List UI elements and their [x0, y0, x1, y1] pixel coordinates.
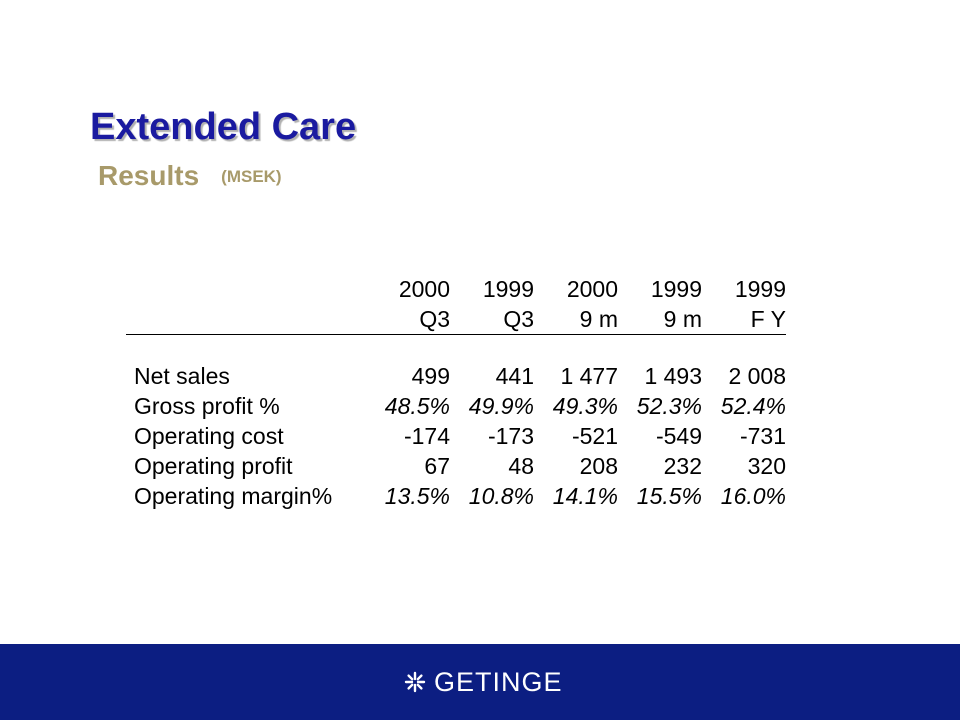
header-period: F Y	[702, 304, 786, 335]
cell-value: 48	[508, 453, 534, 479]
cell-value: 10.8%	[468, 483, 534, 509]
table-row-operating-profit: Operating profit 67 48 208 232 320	[126, 451, 786, 481]
row-label: Operating cost	[134, 423, 284, 449]
table-row-operating-cost: Operating cost -174 -173 -521 -549 -731	[126, 421, 786, 451]
cell-value: 1 493	[644, 363, 702, 389]
cell-value: 52.4%	[720, 393, 786, 419]
cell-value: 49.3%	[552, 393, 618, 419]
header-year: 1999	[734, 276, 786, 302]
cell-value: -174	[403, 423, 450, 449]
cell-value: 16.0%	[720, 483, 786, 509]
cell-value: 441	[495, 363, 534, 389]
cell-value: 208	[579, 453, 618, 479]
cell-value: -521	[571, 423, 618, 449]
header-period: Q3	[366, 304, 450, 335]
logo-text: GETINGE	[434, 666, 563, 697]
cell-value: 67	[424, 453, 450, 479]
cell-value: 2 008	[728, 363, 786, 389]
cell-value: 14.1%	[552, 483, 618, 509]
spacer-row	[126, 335, 786, 362]
cell-value: -731	[739, 423, 786, 449]
header-period: Q3	[450, 304, 534, 335]
table-row-gross-profit: Gross profit % 48.5% 49.9% 49.3% 52.3% 5…	[126, 391, 786, 421]
getinge-star-icon	[404, 671, 426, 693]
getinge-logo: GETINGE	[404, 666, 563, 698]
header-blank	[126, 304, 366, 335]
cell-value: 48.5%	[384, 393, 450, 419]
header-period: 9 m	[534, 304, 618, 335]
cell-value: 1 477	[560, 363, 618, 389]
row-label: Operating profit	[134, 453, 293, 479]
footer-bar: GETINGE	[0, 644, 960, 720]
results-table: 2000 1999 2000 1999 1999 Q3 Q3 9 m 9 m F…	[126, 274, 786, 511]
slide-title: Extended Care	[90, 106, 357, 148]
header-year: 1999	[650, 276, 702, 302]
table-row-operating-margin: Operating margin% 13.5% 10.8% 14.1% 15.5…	[126, 481, 786, 511]
header-year: 2000	[398, 276, 450, 302]
row-label: Gross profit %	[134, 393, 280, 419]
subtitle-text: Results	[98, 160, 200, 191]
header-row-years: 2000 1999 2000 1999 1999	[126, 274, 786, 304]
row-label: Operating margin%	[134, 483, 333, 509]
cell-value: -549	[655, 423, 702, 449]
row-label: Net sales	[134, 363, 230, 389]
header-year: 2000	[566, 276, 618, 302]
header-period: 9 m	[618, 304, 702, 335]
slide-subtitle: Results (MSEK)	[98, 160, 282, 192]
cell-value: 15.5%	[636, 483, 702, 509]
table-row-net-sales: Net sales 499 441 1 477 1 493 2 008	[126, 361, 786, 391]
cell-value: 52.3%	[636, 393, 702, 419]
header-blank	[126, 274, 366, 304]
cell-value: 13.5%	[384, 483, 450, 509]
cell-value: 320	[747, 453, 786, 479]
header-year: 1999	[482, 276, 534, 302]
cell-value: 232	[663, 453, 702, 479]
header-row-periods: Q3 Q3 9 m 9 m F Y	[126, 304, 786, 335]
cell-value: -173	[487, 423, 534, 449]
cell-value: 49.9%	[468, 393, 534, 419]
unit-label: (MSEK)	[221, 167, 282, 186]
cell-value: 499	[411, 363, 450, 389]
